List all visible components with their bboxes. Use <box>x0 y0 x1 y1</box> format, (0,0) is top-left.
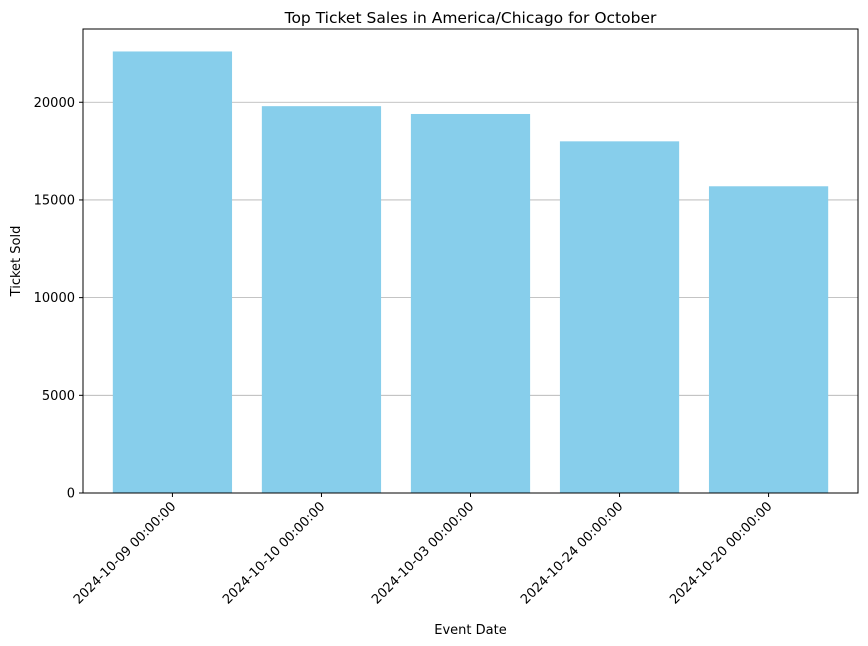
x-tick-label: 2024-10-10 00:00:00 <box>220 499 328 607</box>
y-tick-label: 15000 <box>34 193 75 208</box>
x-axis-label: Event Date <box>434 623 506 638</box>
bar <box>708 186 829 493</box>
bar <box>112 51 233 493</box>
x-tick-label: 2024-10-24 00:00:00 <box>518 499 626 607</box>
bar <box>559 141 680 493</box>
y-tick-label: 20000 <box>34 96 75 111</box>
bar <box>410 113 531 493</box>
y-tick-label: 0 <box>67 487 75 502</box>
bars <box>112 51 829 493</box>
y-tick-label: 10000 <box>34 291 75 306</box>
chart-title: Top Ticket Sales in America/Chicago for … <box>284 9 657 27</box>
plot-frame <box>82 28 859 494</box>
x-tick-label: 2024-10-03 00:00:00 <box>369 499 477 607</box>
x-tick-label: 2024-10-09 00:00:00 <box>71 499 179 607</box>
y-axis-ticks: 0 5000 10000 15000 20000 <box>34 96 83 502</box>
x-axis-ticks: 2024-10-09 00:00:00 2024-10-10 00:00:00 20… <box>71 493 775 607</box>
bar <box>261 106 382 493</box>
y-axis-label: Ticket Sold <box>9 226 24 298</box>
y-tick-label: 5000 <box>42 389 75 404</box>
x-tick-label: 2024-10-20 00:00:00 <box>667 499 775 607</box>
